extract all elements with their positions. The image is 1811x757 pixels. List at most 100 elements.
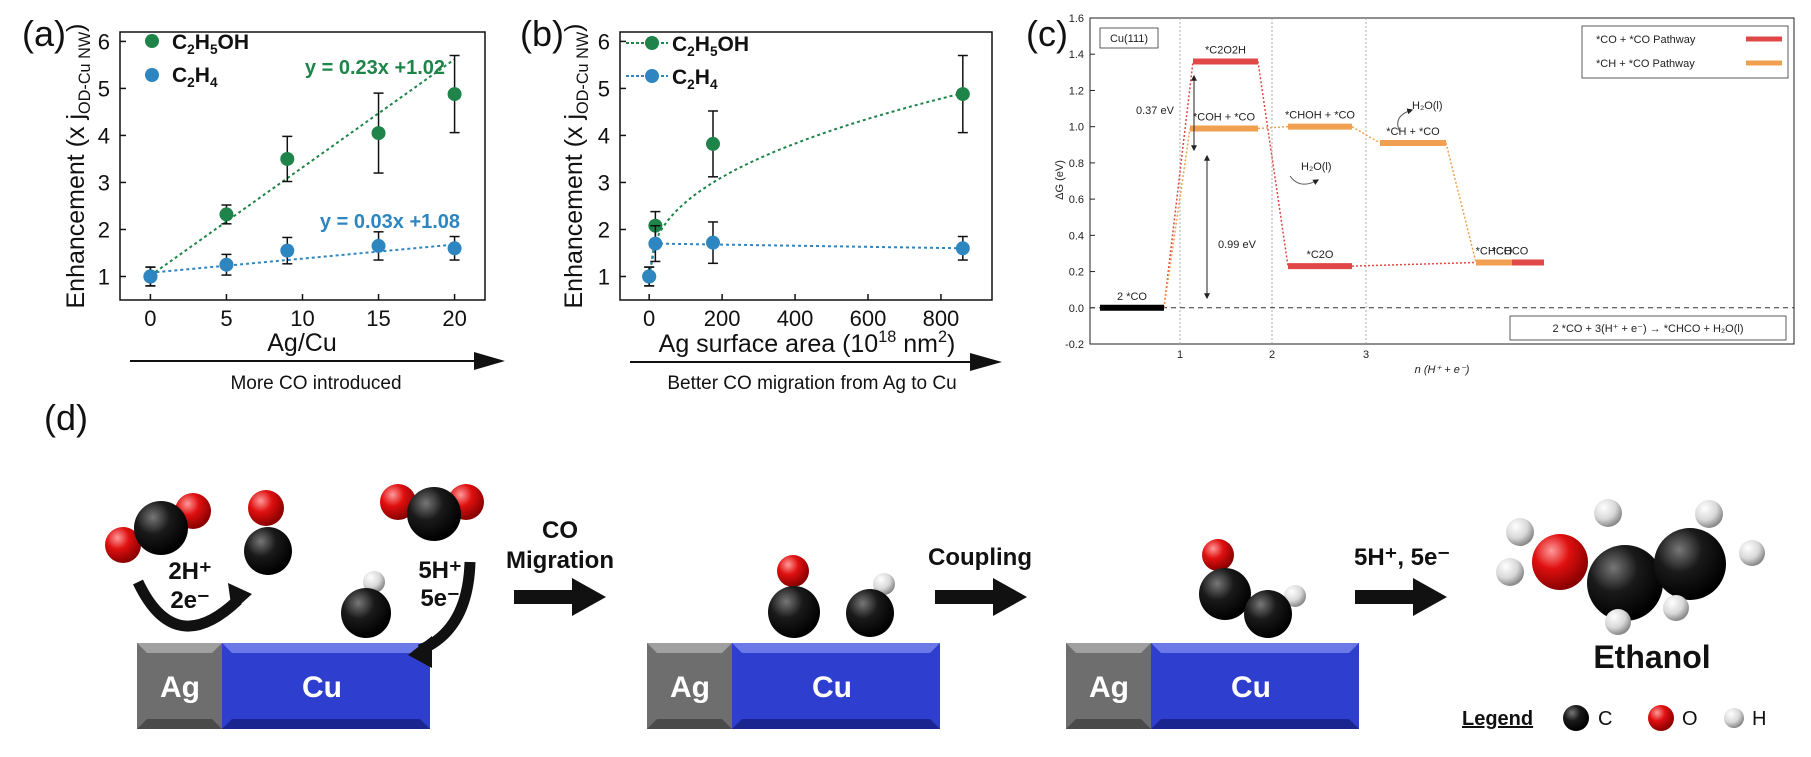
x-tick-label: 20: [442, 306, 466, 331]
co2-carbon-atom-2: [407, 487, 461, 541]
pathway-connector: [1257, 125, 1289, 130]
panel-b: (b) 0 200 400 600 800 1 2 3 4 5 6 Enhancement (x j…: [520, 13, 1002, 394]
legend-hydrogen-atom: [1724, 708, 1744, 728]
ag-block-3-bottom: [1066, 719, 1151, 729]
y-tick-label: 1.0: [1069, 122, 1084, 134]
panel-a-label: (a): [22, 13, 66, 54]
panel-c-legend-co-path: *CO + *CO Pathway: [1596, 34, 1696, 46]
coupled-hydrogen: [1284, 585, 1306, 607]
reduction-arrowhead-2: [408, 636, 432, 668]
y-tick-label: 3: [98, 170, 110, 195]
panel-b-data-marks: [642, 54, 970, 287]
panel-b-frame: [619, 31, 993, 301]
panel-c-connector-lines: [1163, 61, 1477, 308]
x-tick-label: 0: [144, 306, 156, 331]
panel-c-axes: -0.2 0.0 0.2 0.4 0.6 0.8 1.0 1.2 1.4 1.6 1 2 3: [1065, 13, 1794, 361]
state-label: *CH + *CO: [1386, 126, 1440, 138]
panel-c-label: (c): [1026, 13, 1068, 54]
ch-carbon-atom: [341, 588, 391, 638]
cu-block-2: [732, 643, 940, 729]
coupled-oxygen: [1202, 539, 1234, 571]
legend-oxygen-atom: [1648, 705, 1674, 731]
panel-b-legend-ethylene-marker: [645, 69, 659, 83]
co-carbon-atom: [244, 527, 292, 575]
panel-c-state-labels: 2 *CO *C2O2H *C2O *CHCO *COH + *CO *CHOH + *C…: [1117, 44, 1529, 302]
ethanol-h-6: [1605, 609, 1631, 635]
panel-a-direction-arrowhead: [474, 352, 505, 370]
x-tick-label: 10: [290, 306, 314, 331]
state-label: *CHOH + *CO: [1285, 110, 1355, 122]
panel-a-legend-ethanol: C2H5OH: [172, 31, 249, 57]
panel-a-legend-ethylene: C2H4: [172, 64, 218, 90]
y-tick-label: 0.0: [1069, 303, 1084, 315]
cu-block-2-top: [732, 643, 940, 653]
migration-arrow-shaft: [514, 590, 574, 604]
panel-c-surface-label: Cu(111): [1110, 33, 1148, 45]
y-tick-label: 4: [598, 123, 610, 148]
data-point-c2h4: [706, 235, 720, 250]
state-label: *CHCO: [1492, 246, 1529, 258]
step1-electrons: 2e⁻: [170, 587, 209, 614]
panel-a-legend-ethanol-marker: [145, 34, 159, 48]
ag-label-2: Ag: [670, 671, 710, 704]
panel-c-water-release-arrow-1: [1289, 175, 1320, 185]
cu-block-1-bottom: [222, 719, 430, 729]
hydrogenation-arrowhead: [1413, 578, 1447, 616]
pathway-connector: [1351, 126, 1381, 144]
panel-a-axes: 0 5 10 15 20 1 2 3 4 5 6: [98, 29, 467, 331]
data-point-c2h4: [143, 269, 158, 284]
co-oxygen-atom: [248, 490, 284, 526]
migration-arrowhead: [572, 578, 606, 616]
adsorbed-ch-hydrogen: [873, 573, 895, 595]
ag-block-3-top: [1066, 643, 1151, 653]
coupled-carbon-b: [1244, 590, 1292, 638]
state-label: *C2O2H: [1205, 44, 1246, 56]
panel-a-ethanol-fit-equation: y = 0.23x +1.02: [305, 57, 445, 79]
panel-b-y-axis-label: Enhancement (x jOD-Cu NW): [560, 23, 592, 308]
y-tick-label: 0.6: [1069, 194, 1084, 206]
panel-c-reaction-box: [1509, 315, 1787, 341]
state-label: 2 *CO: [1117, 291, 1147, 303]
y-tick-label: 3: [598, 170, 610, 195]
ag-block-1: [137, 643, 222, 729]
ag-label-3: Ag: [1089, 671, 1129, 704]
state-label: *COH + *CO: [1193, 111, 1255, 123]
panel-c-water-release-arrow-2: [1397, 108, 1414, 133]
panel-c-y-axis-label: ΔG (eV): [1054, 160, 1066, 200]
panel-b-x-axis-label: Ag surface area (1018 nm2): [659, 328, 956, 358]
co2-oxygen-atom-a: [105, 527, 141, 563]
step2-protons: 5H⁺: [418, 557, 461, 584]
pathway-connector: [1163, 61, 1194, 308]
y-tick-label: 0.4: [1069, 230, 1084, 242]
x-tick-label: 1: [1177, 349, 1183, 361]
panel-a-legend-ethylene-marker: [145, 68, 159, 82]
cu-block-3: [1151, 643, 1359, 729]
legend-carbon-atom: [1563, 705, 1589, 731]
data-point-c2h4: [371, 238, 386, 253]
legend-hydrogen-label: H: [1752, 708, 1766, 730]
data-point-c2h5oh: [706, 136, 720, 151]
panel-b-trend-lines: [648, 92, 964, 277]
data-point-c2h5oh: [371, 126, 386, 141]
panel-a: (a) 0 5 10 15 20 1 2 3 4 5 6 Enhancement (x jOD-Cu…: [22, 13, 505, 394]
cu-block-3-top: [1151, 643, 1359, 653]
y-tick-label: 1: [598, 264, 610, 289]
y-tick-label: 0.8: [1069, 158, 1084, 170]
data-point-c2h5oh: [280, 151, 295, 166]
y-tick-label: 1.2: [1069, 85, 1084, 97]
state-label: *C2O: [1307, 249, 1334, 261]
ethanol-h-1: [1506, 518, 1534, 546]
y-tick-label: 4: [98, 123, 110, 148]
data-point-c2h5oh: [219, 207, 234, 222]
panel-b-arrow-caption: Better CO migration from Ag to Cu: [667, 373, 956, 394]
legend-carbon-label: C: [1598, 708, 1612, 730]
pathway-connector: [1163, 128, 1191, 308]
linear-fit-line: [150, 243, 455, 274]
cu-label-1: Cu: [302, 671, 342, 704]
legend-oxygen-label: O: [1682, 708, 1698, 730]
ethanol-h-7: [1663, 595, 1689, 621]
x-tick-label: 200: [704, 306, 741, 331]
coupling-arrow-shaft: [935, 590, 995, 604]
data-point-c2h5oh: [447, 87, 462, 102]
y-tick-label: 1.4: [1069, 49, 1084, 61]
